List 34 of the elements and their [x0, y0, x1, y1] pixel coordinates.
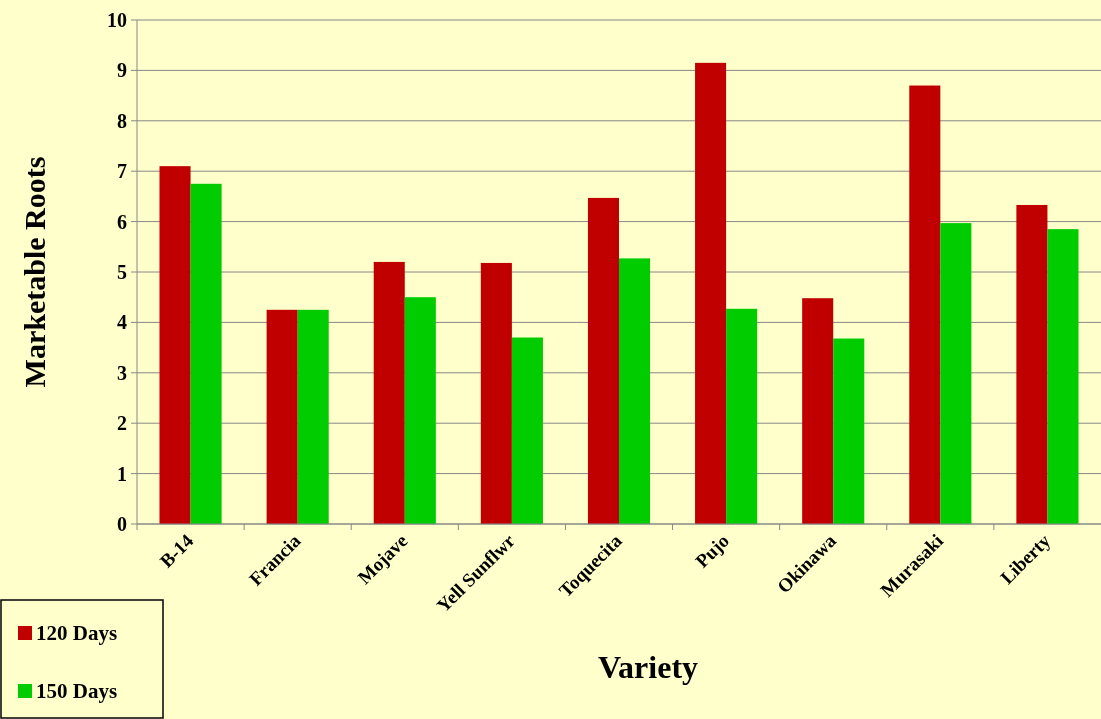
bar	[266, 309, 298, 524]
y-tick-label: 2	[117, 412, 127, 435]
x-axis-title: Variety	[597, 649, 699, 685]
y-tick-label: 3	[117, 361, 127, 384]
bar	[373, 261, 405, 524]
y-tick-label: 1	[117, 462, 127, 485]
x-tick-label: Pujo	[691, 529, 733, 572]
y-axis-title: Marketable Roots	[18, 156, 51, 388]
bar	[802, 298, 834, 524]
y-tick-label: 8	[117, 109, 127, 132]
y-tick-label: 4	[117, 311, 127, 334]
bar	[1016, 204, 1048, 524]
y-tick-label: 10	[107, 9, 127, 31]
bar	[726, 308, 758, 524]
y-tick-label: 6	[117, 210, 127, 233]
bar	[587, 197, 619, 524]
y-tick-label: 9	[117, 59, 127, 82]
bar	[619, 258, 651, 524]
bar	[833, 338, 865, 524]
bar	[511, 337, 543, 524]
legend-label: 150 Days	[36, 679, 118, 704]
bar	[480, 262, 512, 524]
bar	[695, 62, 727, 524]
bar	[909, 85, 941, 524]
bar	[1047, 229, 1079, 524]
y-tick-label: 5	[117, 261, 127, 283]
y-tick-label: 0	[117, 513, 127, 535]
y-tick-label: 7	[117, 160, 127, 183]
legend-label: 120 Days	[36, 621, 118, 646]
bar	[159, 166, 191, 524]
bar	[940, 223, 972, 524]
bar	[190, 183, 222, 524]
bar	[404, 297, 436, 524]
bar	[297, 309, 329, 524]
